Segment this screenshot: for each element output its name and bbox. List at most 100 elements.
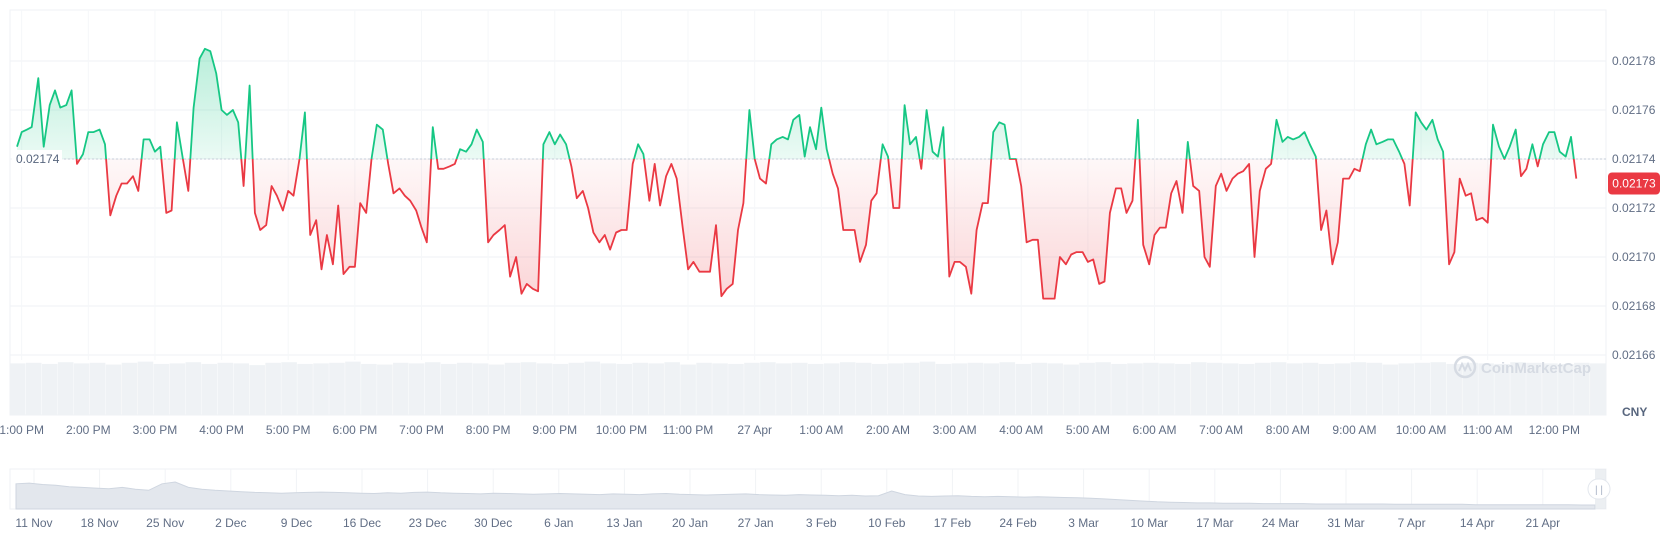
- volume-bar: [871, 363, 888, 415]
- navigator-date-label: 30 Dec: [474, 516, 512, 530]
- volume-bar: [1430, 362, 1446, 415]
- volume-bar: [967, 362, 984, 415]
- x-tick-label: 9:00 PM: [532, 423, 577, 437]
- navigator-date-label: 3 Mar: [1068, 516, 1099, 530]
- navigator-date-label: 11 Nov: [15, 516, 52, 530]
- x-tick-label: 2:00 PM: [66, 423, 111, 437]
- volume-bar: [1063, 364, 1079, 415]
- volume-bar: [41, 363, 58, 415]
- volume-bar: [313, 363, 329, 415]
- price-line-above: [16, 47, 1575, 159]
- volume-bar: [919, 361, 936, 415]
- area-below-baseline: [17, 159, 1577, 299]
- navigator-date-label: 9 Dec: [281, 516, 312, 530]
- volume-bar: [1542, 363, 1558, 415]
- volume-bar: [1382, 364, 1399, 415]
- y-tick-label: 0.02168: [1612, 299, 1656, 313]
- price-line-below: [75, 159, 1578, 300]
- y-tick-label: 0.02176: [1612, 103, 1656, 117]
- navigator-date-label: 6 Jan: [544, 516, 573, 530]
- volume-bar: [10, 363, 26, 415]
- volume-bar: [121, 362, 138, 415]
- volume-bar: [1127, 363, 1143, 415]
- navigator-date-label: 7 Apr: [1398, 516, 1426, 530]
- navigator-date-label: 18 Nov: [81, 516, 119, 530]
- navigator-date-label: 21 Apr: [1525, 516, 1560, 530]
- volume-bar: [424, 362, 441, 415]
- volume-bar: [1015, 363, 1032, 415]
- volume-bar: [1159, 363, 1175, 415]
- volume-bar: [201, 363, 218, 415]
- navigator-date-label: 10 Mar: [1131, 516, 1168, 530]
- x-tick-label: 5:00 PM: [266, 423, 311, 437]
- watermark-text: CoinMarketCap: [1481, 360, 1591, 377]
- volume-bar: [776, 363, 792, 415]
- volume-bar: [105, 364, 122, 415]
- volume-bars: [10, 361, 1606, 415]
- volume-bar: [1302, 362, 1319, 415]
- volume-bar: [1111, 363, 1127, 415]
- volume-bar: [983, 363, 1000, 415]
- volume-bar: [1318, 363, 1335, 415]
- volume-bar: [712, 363, 728, 415]
- volume-bar: [25, 362, 42, 415]
- x-tick-label: 6:00 AM: [1133, 423, 1177, 437]
- volume-bar: [89, 362, 106, 415]
- volume-bar: [361, 363, 377, 415]
- x-tick-label: 10:00 AM: [1396, 423, 1447, 437]
- volume-bar: [792, 362, 808, 415]
- volume-bar: [1350, 362, 1367, 415]
- volume-bar: [728, 363, 744, 415]
- volume-bar: [584, 361, 601, 415]
- navigator-handle[interactable]: | |: [1587, 478, 1611, 500]
- volume-bar: [520, 362, 537, 415]
- x-tick-label: 9:00 AM: [1332, 423, 1376, 437]
- x-tick-label: 7:00 AM: [1199, 423, 1243, 437]
- volume-bar: [887, 363, 904, 415]
- range-navigator[interactable]: | | 11 Nov 18 Nov 25 Nov 2 Dec 9 Dec 16 Dec 23…: [9, 468, 1611, 530]
- x-tick-label: 27 Apr: [737, 423, 772, 437]
- x-tick-label: 1:00 AM: [799, 423, 843, 437]
- volume-bar: [680, 364, 696, 415]
- x-tick-label: 6:00 PM: [333, 423, 378, 437]
- x-tick-label: 12:00 PM: [1529, 423, 1580, 437]
- x-tick-label: 11:00 PM: [663, 423, 713, 437]
- volume-bar: [472, 363, 489, 415]
- volume-bar: [217, 362, 234, 415]
- volume-bar: [935, 363, 952, 415]
- x-axis-labels: 1:00 PM 2:00 PM 3:00 PM 4:00 PM 5:00 PM 6:00 …: [0, 423, 1580, 437]
- navigator-date-label: 16 Dec: [343, 516, 381, 530]
- navigator-date-label: 31 Mar: [1327, 516, 1364, 530]
- volume-bar: [169, 363, 186, 415]
- volume-bar: [568, 362, 585, 415]
- volume-bar: [377, 364, 393, 415]
- volume-bar: [600, 363, 617, 415]
- volume-bar: [249, 365, 265, 415]
- volume-bar: [345, 361, 361, 415]
- volume-bar: [1398, 363, 1415, 415]
- volume-bar: [648, 363, 664, 415]
- navigator-date-label: 27 Jan: [738, 516, 774, 530]
- volume-bar: [153, 363, 170, 415]
- navigator-date-label: 2 Dec: [215, 516, 246, 530]
- x-tick-label: 2:00 AM: [866, 423, 910, 437]
- baseline-label-bg: [12, 150, 62, 167]
- navigator-handle-bg[interactable]: [1587, 478, 1611, 500]
- plot-frame: [9, 9, 1607, 416]
- volume-bar: [664, 362, 680, 415]
- volume-bar: [632, 362, 648, 415]
- x-tick-label: 10:00 PM: [596, 423, 647, 437]
- volume-bar: [1254, 362, 1271, 415]
- x-tick-label: 3:00 PM: [133, 423, 178, 437]
- volume-bar: [1590, 363, 1606, 415]
- volume-bar: [504, 362, 521, 415]
- current-price-badge: 0.02173: [1608, 172, 1660, 195]
- volume-bar: [999, 362, 1016, 415]
- x-tick-label: 3:00 AM: [933, 423, 977, 437]
- volume-bar: [1366, 362, 1383, 415]
- volume-bar: [1478, 363, 1494, 415]
- volume-bar: [823, 363, 840, 415]
- volume-bar: [456, 362, 473, 415]
- volume-bar: [696, 362, 712, 415]
